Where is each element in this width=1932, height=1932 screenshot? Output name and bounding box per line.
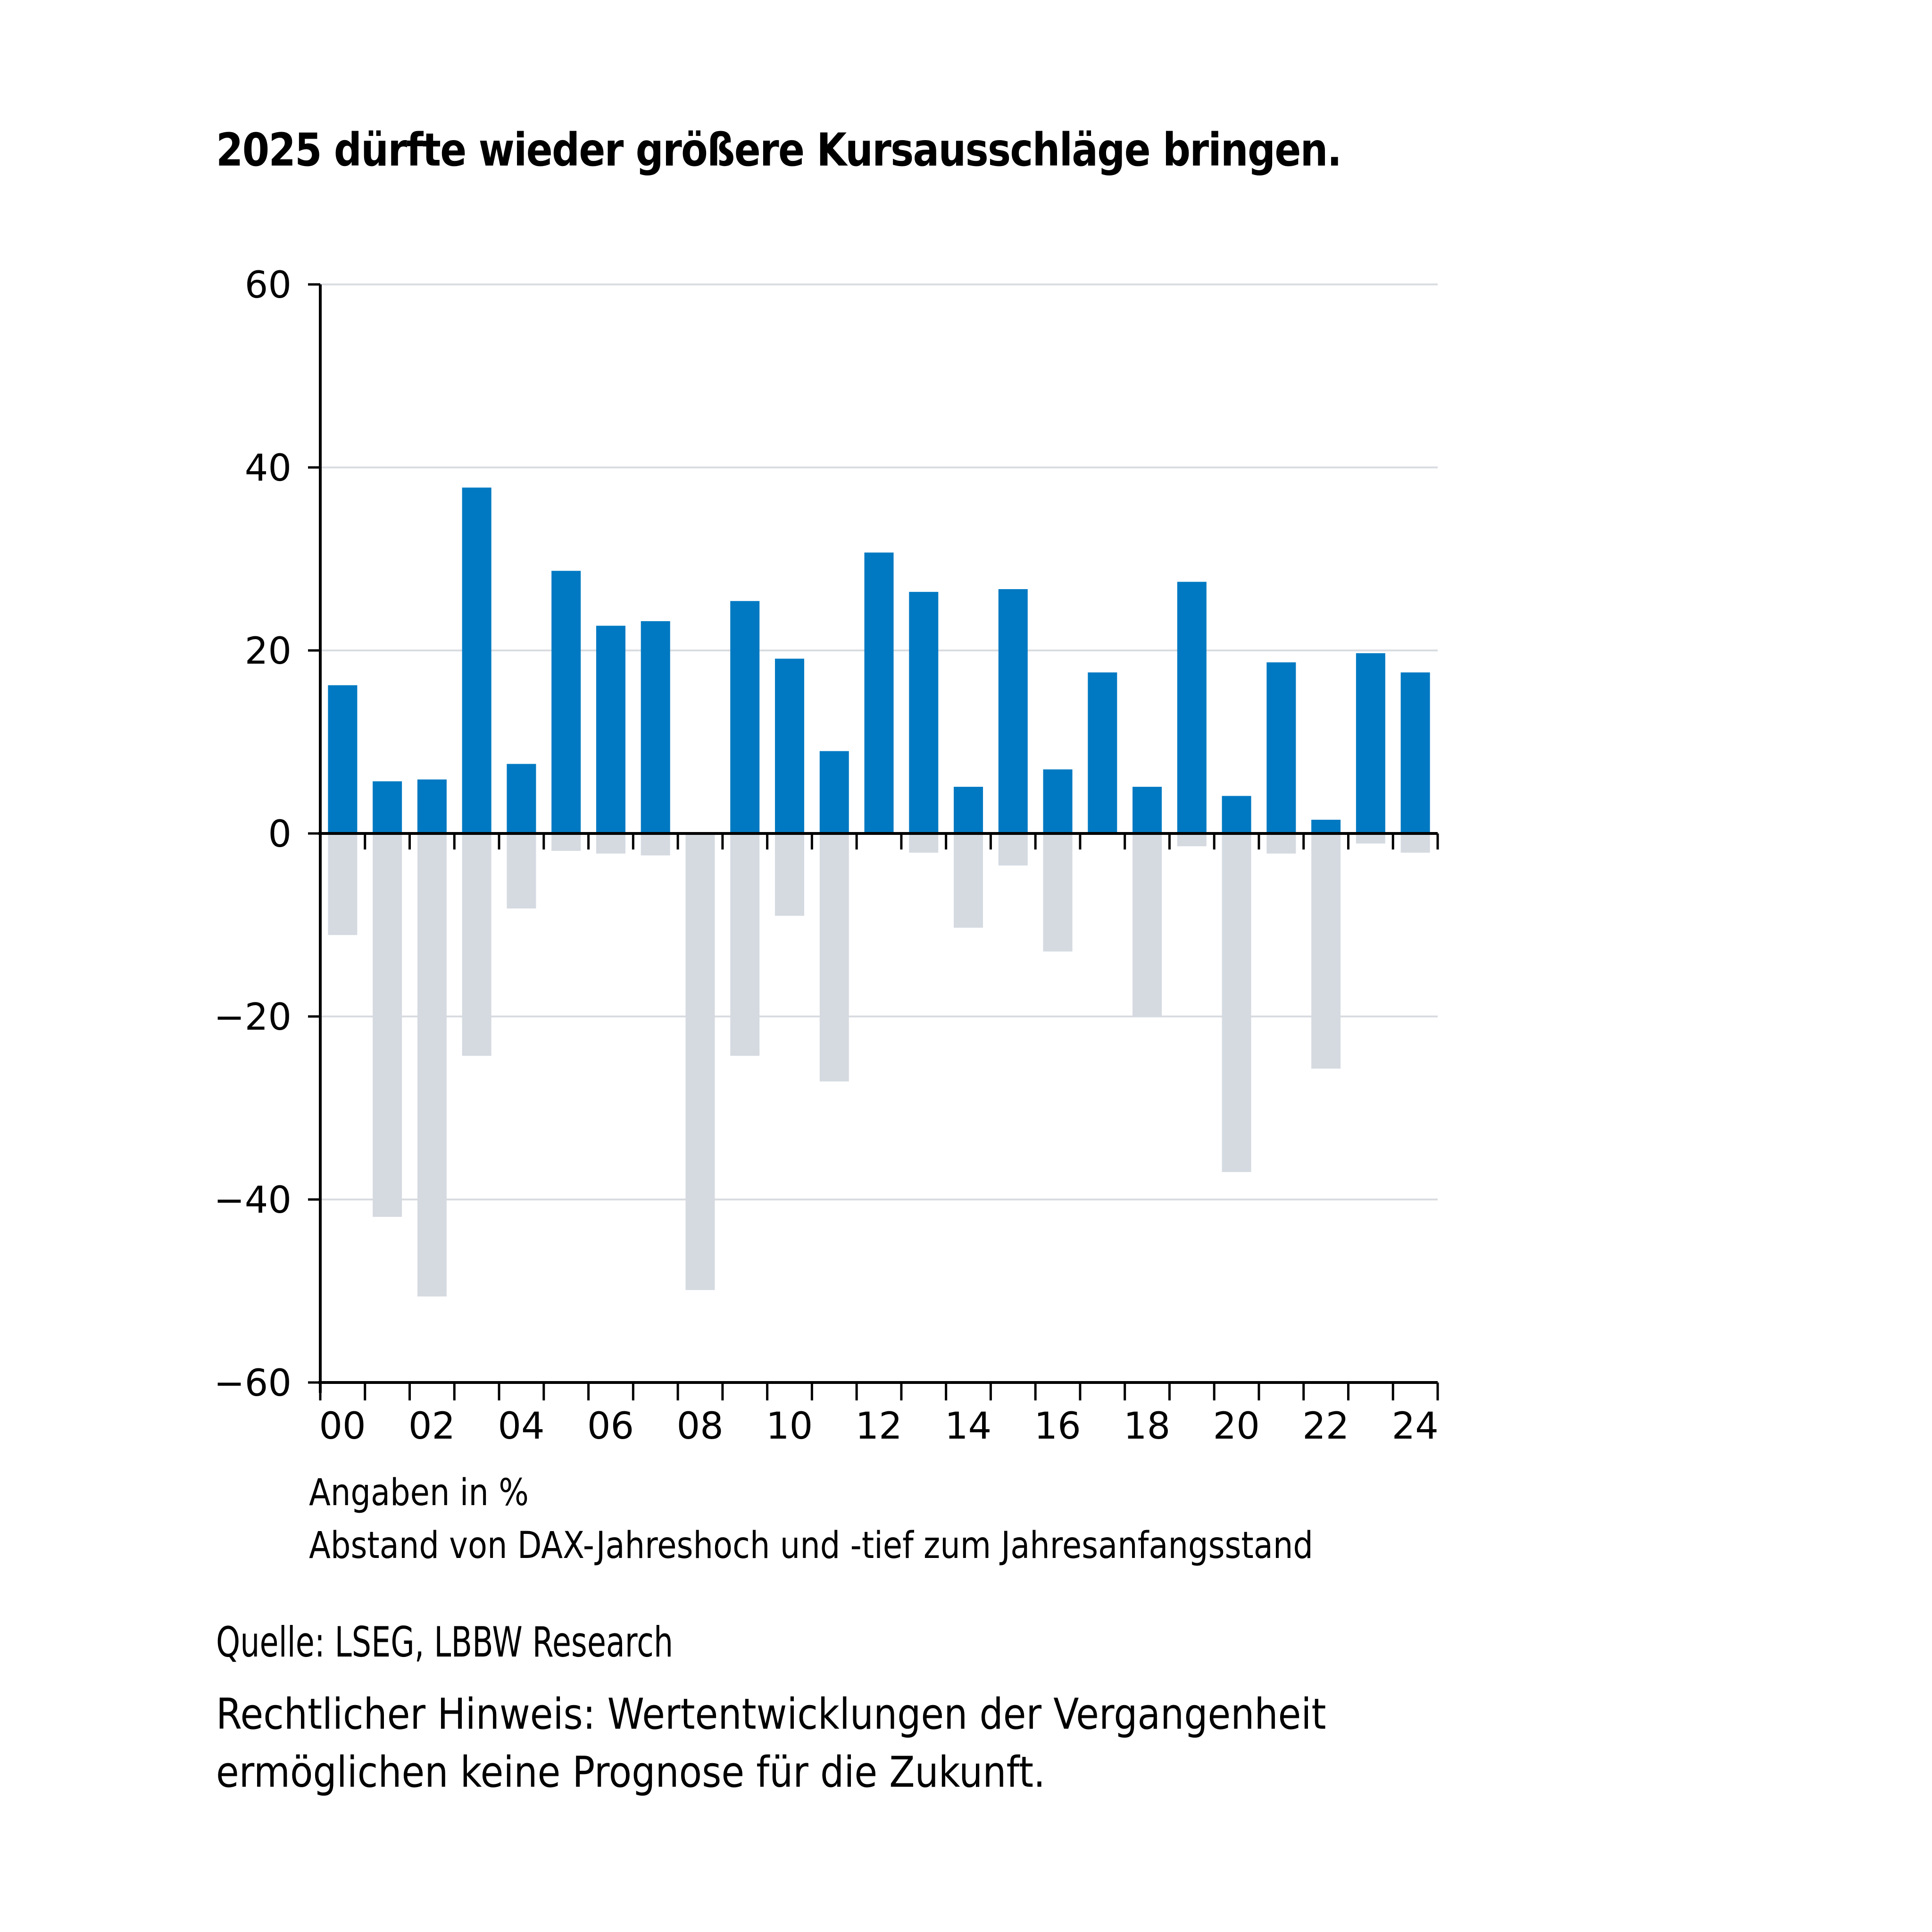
high-bar: [909, 591, 939, 833]
x-axis-labels: 00 02 04 06 08 10 12 14 16 18 20 22 24: [319, 1405, 1439, 1448]
x-tick-label: 02: [408, 1405, 455, 1448]
high-bar: [1043, 769, 1073, 833]
high-bar: [1400, 672, 1430, 833]
low-bar: [819, 833, 849, 1082]
x-tick-label: 00: [319, 1405, 366, 1448]
low-bar: [774, 833, 804, 916]
description-note: Abstand von DAX-Jahreshoch und -tief zum…: [309, 1524, 1313, 1567]
x-tick-label: 20: [1213, 1405, 1260, 1448]
low-bar: [641, 833, 670, 856]
axes: [308, 283, 1439, 1400]
high-bar: [641, 621, 670, 833]
x-tick-label: 04: [498, 1405, 544, 1448]
high-bar: [1133, 787, 1162, 833]
x-tick-label: 14: [945, 1405, 991, 1448]
y-tick-label: 60: [245, 264, 291, 307]
low-bar: [1222, 833, 1251, 1172]
high-bar: [819, 751, 849, 833]
y-tick-label: −20: [214, 996, 291, 1039]
y-tick-label: −60: [214, 1362, 291, 1405]
high-bar: [1088, 672, 1117, 833]
high-bar: [1311, 819, 1341, 833]
low-bar: [596, 833, 625, 854]
x-tick-label: 24: [1392, 1405, 1439, 1448]
low-bar: [730, 833, 760, 1056]
x-tick-label: 18: [1124, 1405, 1170, 1448]
x-tick-label: 22: [1302, 1405, 1349, 1448]
unit-note: Angaben in %: [309, 1472, 529, 1514]
low-bar: [1133, 833, 1162, 1016]
low-bar: [373, 833, 402, 1217]
x-tick-label: 08: [676, 1405, 723, 1448]
high-bar: [596, 625, 625, 833]
low-bar: [954, 833, 983, 928]
y-tick-label: 40: [245, 447, 291, 490]
x-tick-label: 16: [1034, 1405, 1081, 1448]
low-bar: [998, 833, 1028, 866]
high-bar: [417, 779, 447, 833]
low-bar: [462, 833, 491, 1056]
high-bar: [1177, 582, 1207, 833]
disclaimer-line-2: ermöglichen keine Prognose für die Zukun…: [216, 1748, 1046, 1797]
x-tick-label: 06: [587, 1405, 634, 1448]
source-note: Quelle: LSEG, LBBW Research: [216, 1618, 674, 1666]
high-bar: [551, 571, 581, 833]
low-bar: [1266, 833, 1296, 854]
high-bar: [864, 552, 894, 833]
high-bar: [1356, 653, 1385, 833]
y-tick-label: 20: [245, 630, 291, 673]
low-bar: [1043, 833, 1073, 952]
high-bar: [730, 601, 760, 833]
low-bar: [909, 833, 939, 853]
disclaimer-line-1: Rechtlicher Hinweis: Wertentwicklungen d…: [216, 1690, 1326, 1739]
x-tick-label: 10: [766, 1405, 813, 1448]
high-bar: [507, 764, 536, 833]
low-bar: [1356, 833, 1385, 844]
high-bar: [954, 787, 983, 833]
low-bar: [417, 833, 447, 1297]
low-bar: [1311, 833, 1341, 1069]
y-tick-label: 0: [268, 813, 291, 856]
high-bar: [328, 685, 358, 833]
low-bar: [685, 833, 715, 1291]
chart-title: 2025 dürfte wieder größere Kursausschläg…: [216, 124, 1342, 176]
low-bar: [1177, 833, 1207, 847]
high-bar: [998, 589, 1028, 833]
low-bar: [551, 833, 581, 851]
low-bars: [328, 833, 1430, 1297]
high-bar: [373, 781, 402, 833]
high-bar: [1266, 662, 1296, 833]
high-bars: [328, 487, 1430, 833]
x-tick-label: 12: [855, 1405, 902, 1448]
low-bar: [507, 833, 536, 909]
high-bar: [774, 658, 804, 833]
y-tick-label: −40: [214, 1179, 291, 1222]
low-bar: [1400, 833, 1430, 853]
high-bar: [462, 487, 491, 833]
y-axis-labels: 60 40 20 0 −20 −40 −60: [214, 264, 291, 1405]
high-bar: [1222, 796, 1251, 833]
low-bar: [328, 833, 358, 935]
